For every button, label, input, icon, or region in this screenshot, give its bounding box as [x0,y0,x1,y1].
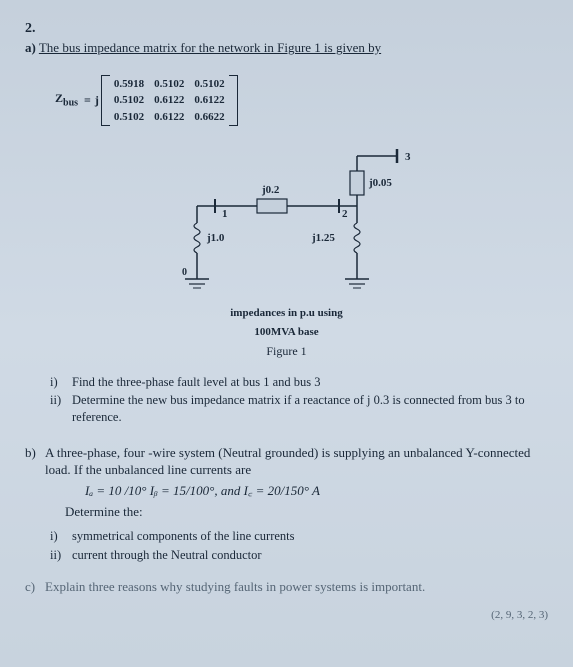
matrix-j: j [95,93,99,109]
part-b: b) A three-phase, four -wire system (Neu… [25,445,548,565]
bracket-left [101,75,110,126]
sub-marker: ii) [50,547,72,563]
matrix-equals: = [84,93,91,109]
j10-label: j1.0 [206,232,225,244]
part-b-text: A three-phase, four -wire system (Neutra… [45,445,530,477]
node-2-label: 2 [342,208,348,220]
part-a-text: The bus impedance matrix for the network… [39,40,381,55]
node-3-label: 3 [405,151,411,163]
sub-list-a: i) Find the three-phase fault level at b… [50,374,548,425]
determine: Determine the: [65,504,548,521]
matrix-cell: 0.6122 [154,93,184,107]
sub-text: current through the Neutral conductor [72,547,262,563]
matrix-cell: 0.5102 [154,77,184,91]
sub-item: i) symmetrical components of the line cu… [50,528,548,544]
sub-item: ii) Determine the new bus impedance matr… [50,392,548,425]
node-1-label: 1 [222,208,228,220]
matrix-grid: 0.5918 0.5102 0.5102 0.5102 0.6122 0.612… [110,75,229,126]
bracket-right [229,75,238,126]
j125-label: j1.25 [311,232,335,244]
part-c-label: c) [25,579,45,596]
sub-text: Find the three-phase fault level at bus … [72,374,321,390]
node-0-label: 0 [182,267,187,278]
figure-label: Figure 1 [25,344,548,360]
sub-item: i) Find the three-phase fault level at b… [50,374,548,390]
sub-text: Determine the new bus impedance matrix i… [72,392,548,425]
part-a-label: a) [25,40,36,55]
question-number: 2. [25,20,548,38]
caption-line1: impedances in p.u using [25,306,548,320]
sub-marker: i) [50,528,72,544]
matrix-cell: 0.6622 [194,110,224,124]
part-a: a) The bus impedance matrix for the netw… [25,40,548,57]
circuit-diagram: 1 2 3 0 j0.2 j0.05 j1.0 j1.25 [147,141,427,301]
matrix-cell: 0.6122 [154,110,184,124]
sub-text: symmetrical components of the line curre… [72,528,295,544]
caption-line2: 100MVA base [25,325,548,339]
part-c-text: Explain three reasons why studying fault… [45,579,425,596]
impedance-matrix: Zbus = j 0.5918 0.5102 0.5102 0.5102 0.6… [55,75,548,126]
j005-label: j0.05 [368,177,392,189]
sub-marker: ii) [50,392,72,425]
matrix-cell: 0.5102 [114,110,144,124]
matrix-cell: 0.5102 [194,77,224,91]
equation: Iₐ = 10 /10° Iᵦ = 15/100°, and I꜀ = 20/1… [85,483,548,500]
footer-ref: (2, 9, 3, 2, 3) [25,608,548,622]
matrix-cell: 0.5102 [114,93,144,107]
matrix-cell: 0.6122 [194,93,224,107]
j02-label: j0.2 [261,184,280,196]
matrix-cell: 0.5918 [114,77,144,91]
sub-marker: i) [50,374,72,390]
matrix-label: Zbus [55,91,78,109]
part-b-label: b) [25,445,45,565]
part-c: c) Explain three reasons why studying fa… [25,579,548,596]
sub-item: ii) current through the Neutral conducto… [50,547,548,563]
